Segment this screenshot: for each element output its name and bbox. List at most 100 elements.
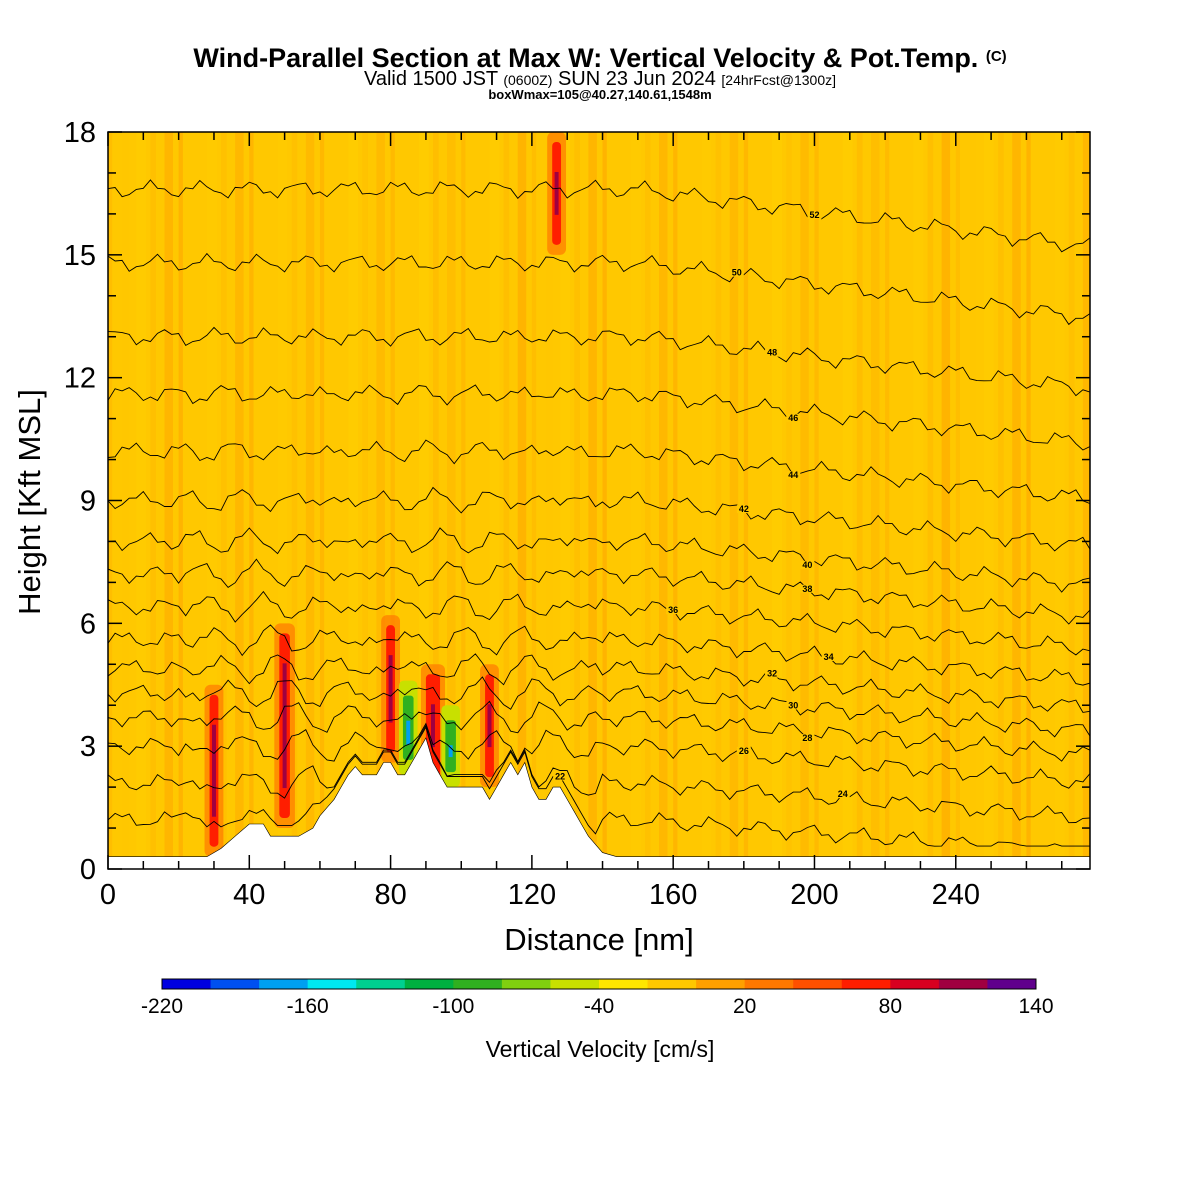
colorbar-swatch — [453, 979, 503, 989]
velocity-stripe — [404, 132, 412, 869]
isentrope-label: 30 — [788, 701, 798, 711]
isentrope-label-bg — [765, 348, 780, 357]
velocity-stripe — [489, 132, 500, 869]
velocity-stripe — [432, 132, 439, 869]
colorbar-label: 20 — [733, 995, 756, 1018]
y-tick-label: 6 — [80, 608, 96, 640]
velocity-stripe — [842, 132, 853, 869]
velocity-stripe — [503, 132, 510, 869]
y-tick-label: 15 — [64, 240, 96, 272]
x-axis: 0 40 80 120 160 200 240 — [100, 132, 1063, 911]
isentrope-line — [108, 326, 1090, 397]
velocity-stripe — [319, 132, 325, 869]
colorbar-swatch — [987, 979, 1037, 989]
chart-title: Wind-Parallel Section at Max W: Vertical… — [0, 40, 1200, 75]
velocity-stripe — [263, 132, 271, 869]
downdraft-core — [406, 720, 411, 745]
valid-time-line: Valid 1500 JST (0600Z) SUN 23 Jun 2024 [… — [0, 69, 1200, 90]
isentrope-line — [108, 527, 1090, 593]
title-main: Wind-Parallel Section at Max W: Vertical… — [193, 43, 979, 73]
y-tick-label: 0 — [80, 854, 96, 886]
colorbar-label: -220 — [141, 995, 183, 1018]
isentrope-line — [108, 384, 1090, 451]
colorbar: -220 -160 -100 -40 20 80 140 — [141, 978, 1054, 1018]
isentrope-label: 24 — [838, 789, 848, 799]
velocity-stripe — [447, 132, 456, 869]
isentrope-label-bg — [729, 268, 744, 277]
colorbar-swatch — [259, 979, 309, 989]
plot-background — [108, 132, 1090, 869]
isentrope-line — [108, 590, 1090, 656]
isentrope-line — [108, 624, 1090, 686]
x-tick-label: 120 — [508, 879, 556, 911]
isentrope-label-bg — [800, 560, 815, 569]
x-tick-label: 160 — [649, 879, 697, 911]
isentrope-label-bg — [553, 772, 568, 781]
x-tick-label: 40 — [233, 879, 265, 911]
isentrope-line — [108, 724, 1090, 824]
velocity-stripe — [800, 132, 809, 869]
colorbar-swatch — [793, 979, 843, 989]
velocity-stripe — [305, 132, 315, 869]
velocity-stripe — [630, 132, 641, 869]
velocity-stripe — [348, 132, 359, 869]
y-tick-label: 18 — [64, 117, 96, 149]
velocity-stripe — [885, 132, 890, 869]
updraft-core — [487, 704, 492, 748]
velocity-stripe — [701, 132, 712, 869]
velocity-stripe — [687, 132, 695, 869]
box-wmax-info: boxWmax=105@40.27,140.61,1548m — [488, 87, 712, 102]
velocity-stripe — [418, 132, 429, 869]
velocity-stripe — [221, 132, 227, 869]
velocity-stripe — [461, 132, 466, 869]
velocity-stripe — [729, 132, 739, 869]
colorbar-swatch — [162, 979, 212, 989]
isentropes: 22 24 26 28 30 32 34 36 38 40 42 44 46 48 50 52 — [108, 179, 1090, 847]
velocity-stripe — [602, 132, 607, 869]
velocity-stripe — [249, 132, 254, 869]
velocity-stripe — [475, 132, 483, 869]
isentrope-label-bg — [835, 790, 850, 799]
isentrope-label-bg — [800, 734, 815, 743]
isentrope-label-bg — [666, 606, 681, 615]
isentrope-label: 50 — [732, 268, 742, 278]
isentrope-label-bg — [786, 471, 801, 480]
velocity-stripe — [856, 132, 863, 869]
colorbar-label: 140 — [1018, 995, 1053, 1018]
colorbar-swatch — [599, 979, 649, 989]
velocity-stripe — [955, 132, 961, 869]
velocity-stripe — [1068, 132, 1075, 869]
velocity-stripe — [122, 132, 130, 869]
y-tick-label: 9 — [80, 486, 96, 518]
velocity-stripe — [136, 132, 147, 869]
velocity-stripe — [178, 132, 183, 869]
updraft-bands — [204, 132, 567, 857]
velocity-stripe — [376, 132, 385, 869]
valid-date: SUN 23 Jun 2024 — [557, 68, 716, 90]
isentrope-label-bg — [786, 413, 801, 422]
velocity-stripe — [1012, 132, 1021, 869]
velocity-stripe — [913, 132, 924, 869]
isentrope-line — [108, 722, 1090, 789]
isentrope-label: 32 — [767, 669, 777, 679]
isentrope-label-bg — [736, 746, 751, 755]
isentrope-line — [108, 700, 1090, 762]
isentrope-line — [108, 486, 1090, 552]
chart-titles: Wind-Parallel Section at Max W: Vertical… — [0, 40, 1200, 102]
isentrope-line — [108, 179, 1090, 253]
velocity-stripe — [1054, 132, 1065, 869]
isentrope-line — [108, 252, 1090, 326]
velocity-stripe — [870, 132, 880, 869]
velocity-stripe — [743, 132, 749, 869]
isentrope-label: 26 — [739, 746, 749, 756]
isentrope-label-bg — [765, 669, 780, 678]
velocity-stripe — [927, 132, 934, 869]
updraft-core — [282, 663, 287, 789]
velocity-stripe — [899, 132, 907, 869]
isentrope-label: 22 — [555, 771, 565, 781]
colorbar-label: -160 — [287, 995, 329, 1018]
colorbar-swatch — [647, 979, 697, 989]
x-tick-label: 0 — [100, 879, 116, 911]
